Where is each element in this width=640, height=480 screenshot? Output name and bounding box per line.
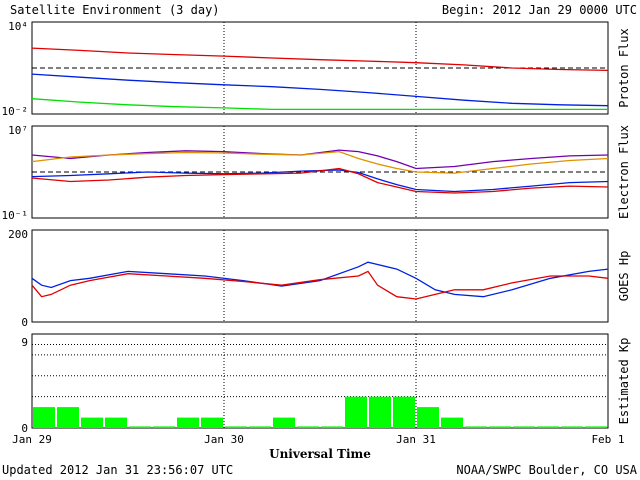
kp-bar: [57, 407, 79, 428]
series-line-orange: [31, 150, 609, 174]
hp-ytick-bottom: 0: [21, 316, 28, 329]
kp-bar: [105, 417, 127, 428]
chart-title: Satellite Environment (3 day): [10, 3, 220, 17]
kp-bar: [561, 426, 583, 428]
kp-bar: [441, 417, 463, 428]
kp-bar: [345, 396, 367, 428]
xtick-feb1: Feb 1: [591, 433, 624, 446]
kp-bar: [585, 426, 607, 428]
series-line-blue: [31, 169, 609, 193]
series-line-blue: [31, 73, 609, 107]
kp-panel: [31, 333, 609, 429]
goes-hp-panel: [31, 229, 609, 323]
series-line-red: [31, 47, 609, 72]
proton-ytick-top: 10⁴: [8, 20, 28, 33]
electron-ytick-top: 10⁷: [8, 124, 28, 137]
kp-bar: [321, 426, 343, 428]
updated-timestamp: Updated 2012 Jan 31 23:56:07 UTC: [2, 463, 233, 477]
kp-bar: [177, 417, 199, 428]
series-line-red: [31, 167, 609, 194]
kp-bar: [297, 426, 319, 428]
kp-bar: [393, 396, 415, 428]
goes-hp-label: GOES Hp: [617, 251, 631, 302]
kp-bar: [537, 426, 559, 428]
kp-bar: [513, 426, 535, 428]
kp-bar: [489, 426, 511, 428]
kp-bar: [225, 426, 247, 428]
kp-bar: [273, 417, 295, 428]
kp-ytick-bottom: 0: [21, 422, 28, 435]
kp-ytick-top: 9: [21, 336, 28, 349]
xtick-jan29: Jan 29: [12, 433, 52, 446]
kp-bar: [81, 417, 103, 428]
kp-bar: [201, 417, 223, 428]
kp-bar: [129, 426, 151, 428]
kp-bar: [369, 396, 391, 428]
begin-time: Begin: 2012 Jan 29 0000 UTC: [442, 3, 637, 17]
kp-bar: [465, 426, 487, 428]
kp-bar: [249, 426, 271, 428]
x-axis-label: Universal Time: [269, 447, 371, 461]
series-line-green: [31, 98, 608, 111]
electron-ytick-bottom: 10⁻¹: [2, 209, 29, 222]
proton-flux-label: Proton Flux: [617, 28, 631, 107]
xtick-jan31: Jan 31: [396, 433, 436, 446]
kp-bar: [417, 407, 439, 428]
series-line-purple: [31, 149, 609, 170]
kp-bar: [33, 407, 55, 428]
credit-text: NOAA/SWPC Boulder, CO USA: [456, 463, 637, 477]
estimated-kp-label: Estimated Kp: [617, 338, 631, 425]
hp-ytick-top: 200: [8, 228, 28, 241]
xtick-jan30: Jan 30: [204, 433, 244, 446]
electron-flux-label: Electron Flux: [617, 125, 631, 219]
proton-ytick-bottom: 10⁻²: [2, 105, 29, 118]
kp-bar: [153, 426, 175, 428]
series-line-blue: [31, 261, 609, 298]
plot-layer: [31, 22, 609, 428]
series-line-red: [31, 270, 609, 300]
